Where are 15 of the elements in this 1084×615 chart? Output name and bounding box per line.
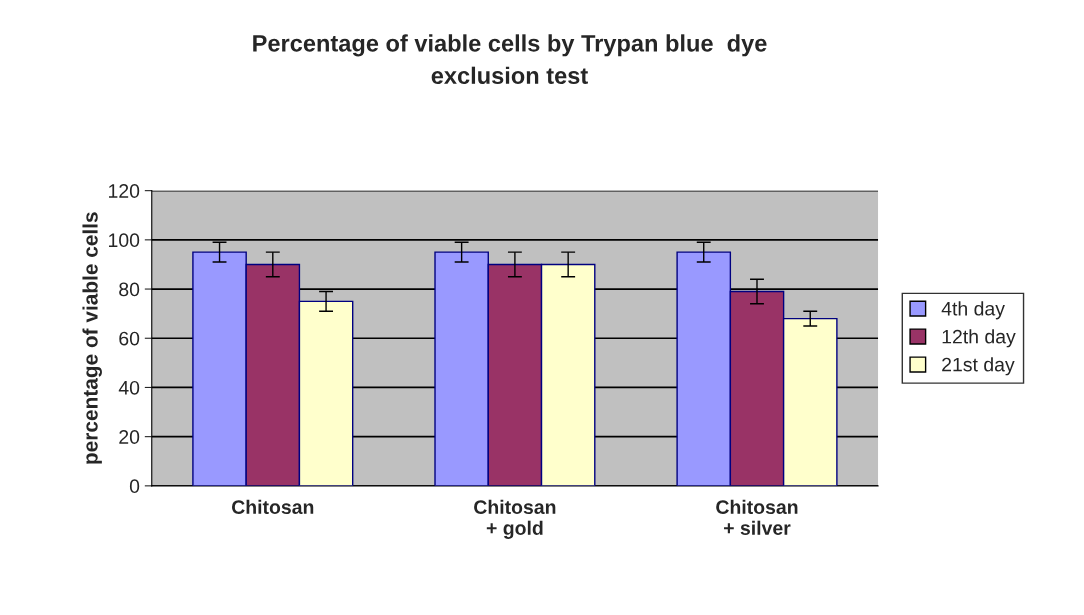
x-tick-label: Chitosan + silver [716, 499, 798, 535]
y-axis-title: percentage of viable cells [82, 212, 102, 464]
y-tick-label: 60 [119, 331, 140, 346]
y-tick-label: 80 [119, 282, 140, 297]
x-tick-label: Chitosan [232, 499, 314, 515]
y-tick-label: 0 [129, 479, 140, 494]
x-tick-label: Chitosan + gold [474, 499, 556, 539]
legend-label: 12th day [942, 329, 1016, 348]
y-tick-label: 100 [109, 233, 140, 248]
legend-label: 21st day [942, 357, 1015, 376]
legend-label: 4th day [941, 301, 1005, 320]
y-tick-label: 40 [118, 380, 140, 395]
y-tick-label: 120 [109, 184, 140, 198]
y-tick-label: 20 [119, 430, 140, 444]
chart-title: Percentage of viable cells by Trypan blue dye exclusion test [253, 34, 767, 85]
